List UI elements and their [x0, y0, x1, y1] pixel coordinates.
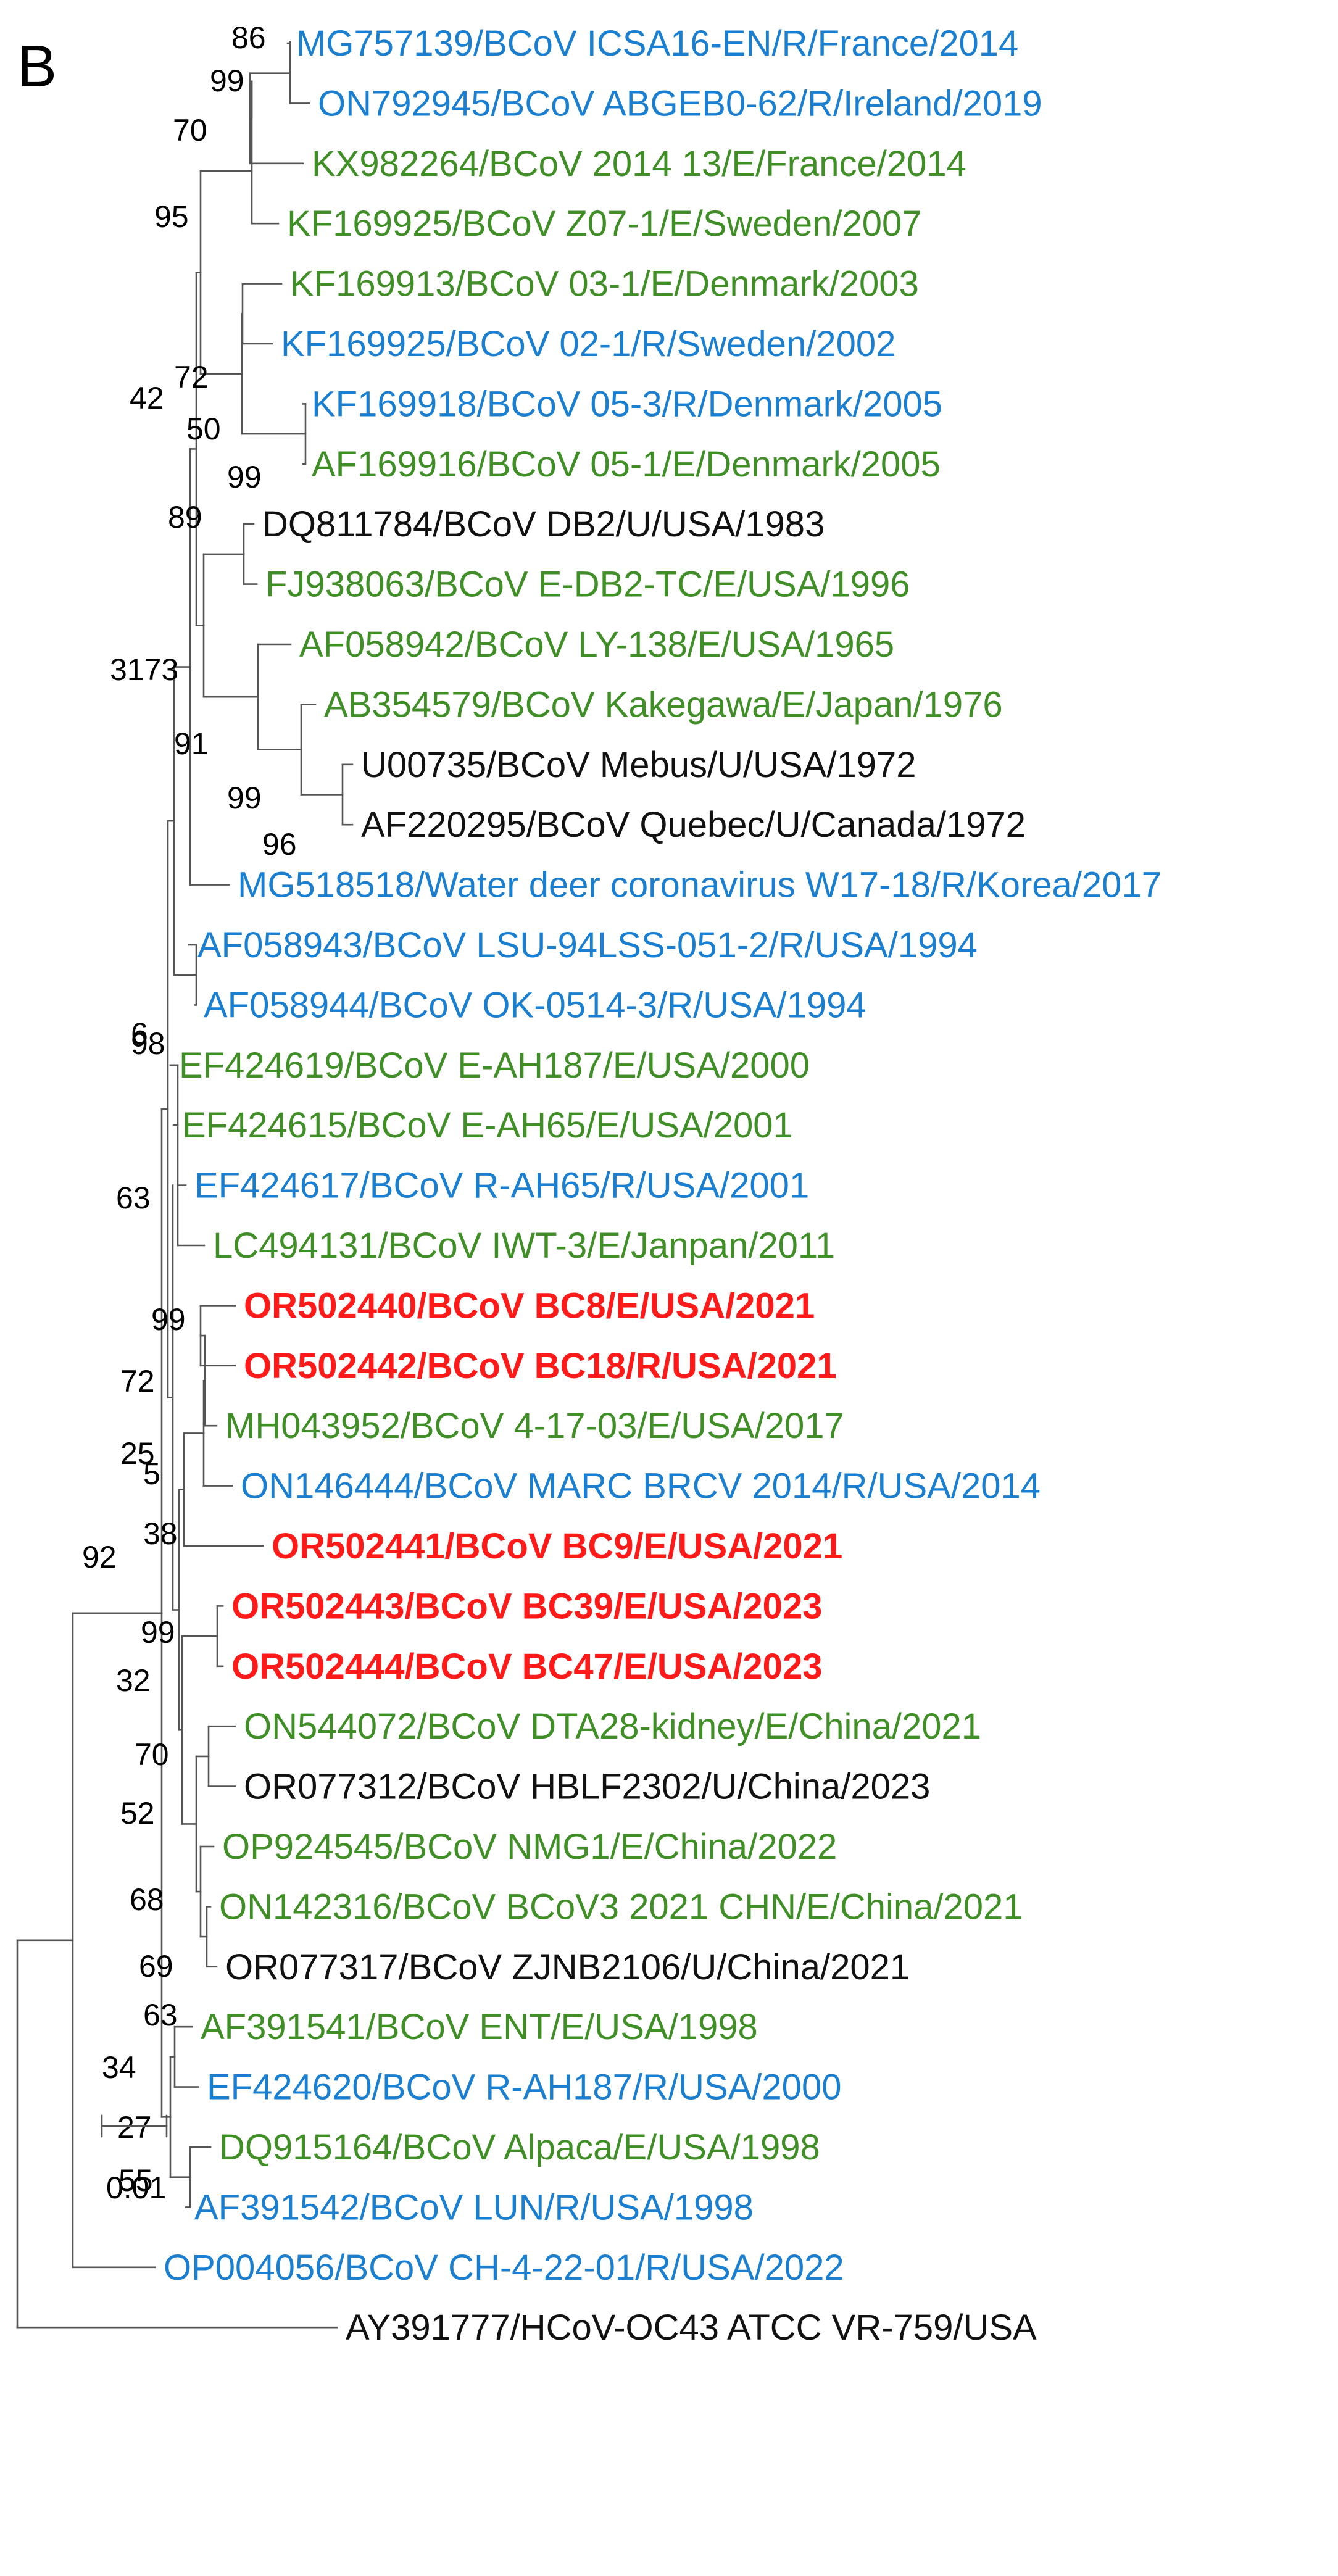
- taxon-label: AF058944/BCoV OK-0514-3/R/USA/1994: [204, 985, 866, 1025]
- bootstrap-value: 50: [186, 412, 221, 446]
- taxon-label: AY391777/HCoV-OC43 ATCC VR-759/USA: [346, 2308, 1037, 2348]
- taxon-label: AF058943/BCoV LSU-94LSS-051-2/R/USA/1994: [197, 925, 978, 965]
- taxon-label: OR502443/BCoV BC39/E/USA/2023: [231, 1586, 822, 1626]
- taxon-label: ON142316/BCoV BCoV3 2021 CHN/E/China/202…: [219, 1887, 1023, 1927]
- taxon-label: KF169913/BCoV 03-1/E/Denmark/2003: [290, 264, 919, 304]
- bootstrap-value: 99: [210, 64, 244, 98]
- bootstrap-value: 5: [143, 1456, 160, 1491]
- bootstrap-value: 89: [168, 500, 202, 534]
- bootstrap-value: 38: [143, 1516, 178, 1551]
- bootstrap-value: 52: [120, 1796, 155, 1830]
- tree-branches: [16, 41, 354, 2329]
- bootstrap-values: 8699709542725099893173919996698639972255…: [82, 20, 297, 2198]
- bootstrap-value: 68: [130, 1882, 164, 1917]
- taxon-label: EF424620/BCoV R-AH187/R/USA/2000: [207, 2067, 841, 2108]
- taxon-label: EF424617/BCoV R-AH65/R/USA/2001: [194, 1166, 809, 1206]
- taxon-label: KF169925/BCoV Z07-1/E/Sweden/2007: [287, 204, 922, 244]
- bootstrap-value: 99: [227, 460, 262, 494]
- taxon-label: ON544072/BCoV DTA28-kidney/E/China/2021: [244, 1706, 981, 1747]
- bootstrap-value: 55: [118, 2163, 153, 2198]
- taxon-labels: MG757139/BCoV ICSA16-EN/R/France/2014 ON7…: [164, 23, 1161, 2348]
- scale-bar-label: 0.01: [106, 2171, 166, 2205]
- scale-bar: 0.01: [101, 2114, 168, 2205]
- bootstrap-value: 92: [82, 1540, 117, 1574]
- bootstrap-value: 95: [154, 199, 189, 234]
- bootstrap-value: 63: [143, 1998, 178, 2032]
- panel-label: B: [17, 33, 57, 99]
- bootstrap-value: 98: [131, 1026, 165, 1061]
- bootstrap-value: 91: [174, 726, 209, 761]
- bootstrap-value: 99: [141, 1615, 175, 1650]
- taxon-label: AF391542/BCoV LUN/R/USA/1998: [194, 2187, 754, 2227]
- taxon-label: AF058942/BCoV LY-138/E/USA/1965: [299, 625, 894, 665]
- bootstrap-value: 72: [174, 360, 209, 394]
- taxon-label: LC494131/BCoV IWT-3/E/Janpan/2011: [213, 1226, 835, 1266]
- taxon-label: DQ811784/BCoV DB2/U/USA/1983: [262, 504, 825, 544]
- taxon-label: KF169918/BCoV 05-3/R/Denmark/2005: [312, 384, 942, 424]
- taxon-label: U00735/BCoV Mebus/U/USA/1972: [361, 745, 916, 785]
- bootstrap-value: 27: [117, 2110, 152, 2145]
- taxon-label: OP924545/BCoV NMG1/E/China/2022: [222, 1827, 837, 1867]
- bootstrap-value: 99: [151, 1302, 186, 1337]
- taxon-label: AB354579/BCoV Kakegawa/E/Japan/1976: [324, 684, 1003, 725]
- taxon-label: EF424619/BCoV E-AH187/E/USA/2000: [179, 1045, 810, 1086]
- bootstrap-value: 99: [227, 781, 262, 815]
- taxon-label: AF391541/BCoV ENT/E/USA/1998: [201, 2007, 758, 2047]
- taxon-label: ON146444/BCoV MARC BRCV 2014/R/USA/2014: [241, 1466, 1041, 1506]
- taxon-label: OR502444/BCoV BC47/E/USA/2023: [231, 1647, 822, 1687]
- bootstrap-value: 96: [262, 827, 297, 862]
- bootstrap-value: 32: [116, 1663, 151, 1698]
- taxon-label: EF424615/BCoV E-AH65/E/USA/2001: [182, 1105, 793, 1145]
- taxon-label: OR502440/BCoV BC8/E/USA/2021: [244, 1286, 815, 1326]
- taxon-label: AF169916/BCoV 05-1/E/Denmark/2005: [312, 444, 941, 484]
- taxon-label: OR502442/BCoV BC18/R/USA/2021: [244, 1346, 837, 1386]
- bootstrap-value: 3173: [110, 652, 178, 687]
- taxon-label: OR077317/BCoV ZJNB2106/U/China/2021: [225, 1947, 910, 1987]
- bootstrap-value: 70: [135, 1737, 169, 1772]
- taxon-label: KX982264/BCoV 2014 13/E/France/2014: [312, 144, 966, 184]
- taxon-label: KF169925/BCoV 02-1/R/Sweden/2002: [281, 324, 895, 364]
- taxon-label: MH043952/BCoV 4-17-03/E/USA/2017: [225, 1406, 844, 1446]
- taxon-label: FJ938063/BCoV E-DB2-TC/E/USA/1996: [265, 565, 910, 605]
- taxon-label: ON792945/BCoV ABGEB0-62/R/Ireland/2019: [318, 83, 1042, 123]
- bootstrap-value: 25: [120, 1436, 155, 1471]
- bootstrap-value: 86: [231, 20, 266, 55]
- bootstrap-value: 6: [131, 1016, 148, 1051]
- taxon-label: DQ915164/BCoV Alpaca/E/USA/1998: [219, 2127, 820, 2167]
- bootstrap-value: 34: [102, 2050, 136, 2085]
- taxon-label: OP004056/BCoV CH-4-22-01/R/USA/2022: [164, 2248, 844, 2288]
- bootstrap-value: 69: [139, 1949, 173, 1984]
- taxon-label: AF220295/BCoV Quebec/U/Canada/1972: [361, 805, 1026, 845]
- bootstrap-value: 70: [173, 113, 207, 147]
- taxon-label: OR077312/BCoV HBLF2302/U/China/2023: [244, 1767, 930, 1807]
- taxon-label: MG518518/Water deer coronavirus W17-18/R…: [238, 865, 1161, 905]
- taxon-label: MG757139/BCoV ICSA16-EN/R/France/2014: [296, 23, 1018, 64]
- bootstrap-value: 72: [120, 1364, 155, 1398]
- bootstrap-value: 63: [116, 1181, 151, 1215]
- bootstrap-value: 42: [130, 381, 164, 415]
- taxon-label: OR502441/BCoV BC9/E/USA/2021: [272, 1526, 842, 1566]
